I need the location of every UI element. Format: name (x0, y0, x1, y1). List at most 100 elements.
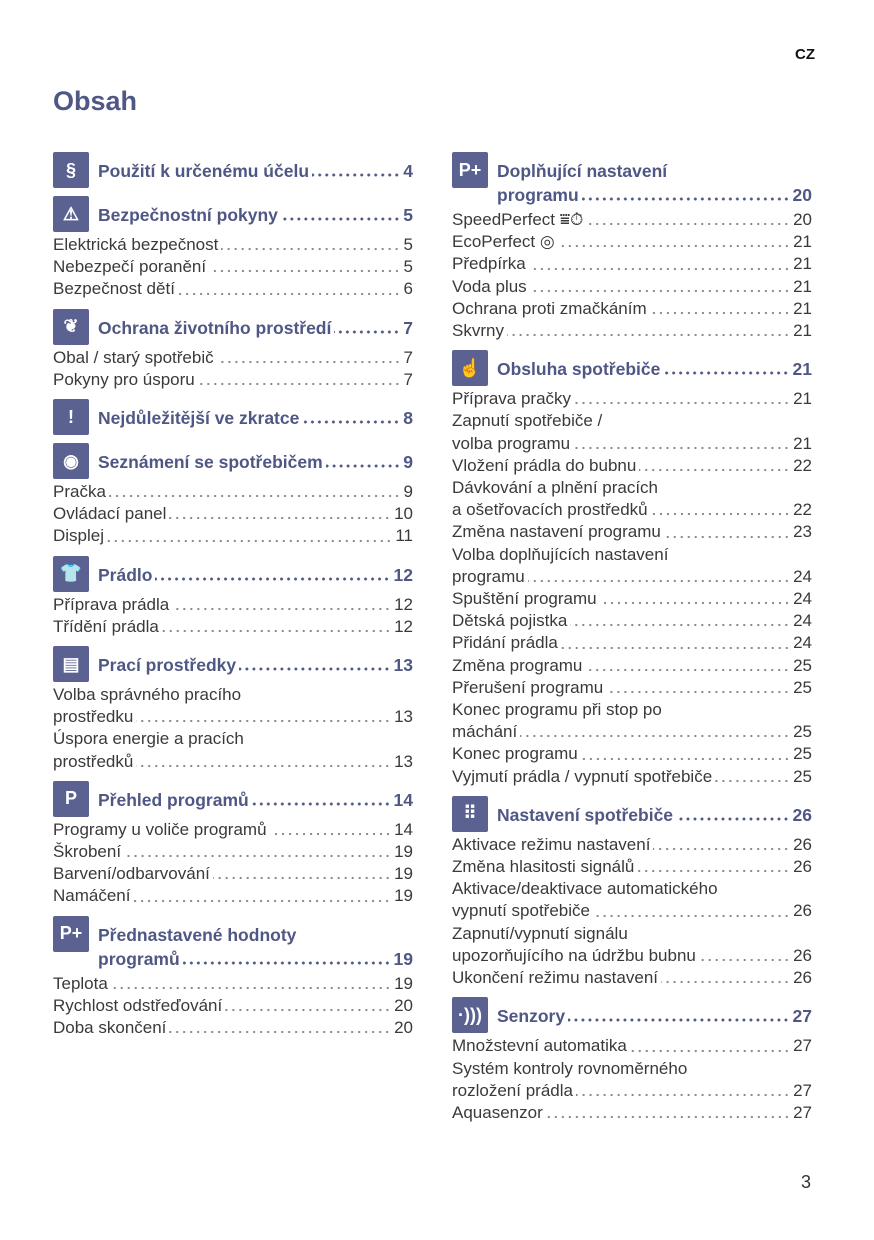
toc-entry[interactable]: Předpírka 21 (452, 253, 812, 275)
section-heading[interactable]: 👕 Prádlo 12 (53, 555, 413, 592)
toc-entry[interactable]: Přerušení programu 25 (452, 677, 812, 699)
toc-entry[interactable]: Konec programu 25 (452, 743, 812, 765)
dot-leader (573, 445, 791, 450)
toc-entry[interactable]: Dávkování a plnění pracích a ošetřovacích… (452, 477, 812, 521)
toc-entry[interactable]: Spuštění programu 24 (452, 588, 812, 610)
section-heading[interactable]: ! Nejdůležitější ve zkratce 8 (53, 399, 413, 436)
section-heading[interactable]: P Přehled programů 14 (53, 780, 413, 817)
entry-label: Přidání prádla (452, 633, 558, 653)
toc-entry[interactable]: Voda plus 21 (452, 276, 812, 298)
toc-entry[interactable]: Úspora energie a pracích prostředků 13 (53, 728, 413, 772)
entry-page: 10 (394, 504, 413, 524)
entry-line: Dávkování a plnění pracích (452, 477, 812, 499)
entry-label: Barvení/odbarvování (53, 864, 210, 884)
toc-entry[interactable]: Systém kontroly rovnoměrného rozložení pr… (452, 1058, 812, 1102)
entry-page: 26 (793, 968, 812, 988)
dot-leader (177, 291, 401, 296)
section-heading[interactable]: ·))) Senzory 27 (452, 997, 812, 1034)
toc-entry[interactable]: Rychlost odstřeďování 20 (53, 995, 413, 1017)
heading-label: Nejdůležitější ve zkratce (98, 408, 300, 429)
entry-page: 7 (403, 369, 413, 389)
entry-line: Konec programu při stop po (452, 699, 812, 721)
toc-entry[interactable]: Programy u voliče programů 14 (53, 819, 413, 841)
toc-entry[interactable]: Namáčení 19 (53, 885, 413, 907)
toc-entry[interactable]: Aquasenzor 27 (452, 1102, 812, 1124)
toc-section: ! Nejdůležitější ve zkratce 8 (53, 399, 413, 436)
toc-entry[interactable]: Množstevní automatika 27 (452, 1035, 812, 1057)
entry-label: Pokyny pro úsporu (53, 369, 195, 389)
toc-entry[interactable]: Bezpečnost dětí 6 (53, 278, 413, 300)
toc-entry[interactable]: Vyjmutí prádla / vypnutí spotřebiče 25 (452, 766, 812, 788)
p-plus-icon: P+ (452, 152, 488, 188)
toc-entry[interactable]: Nebezpečí poranění 5 (53, 256, 413, 278)
toc-entry[interactable]: Změna programu 25 (452, 655, 812, 677)
section-heading[interactable]: ❦ Ochrana životního prostředí 7 (53, 308, 413, 345)
entry-line: Předpírka 21 (452, 253, 812, 275)
toc-section: ▤ Prací prostředky 13 Volba správného prací… (53, 646, 413, 773)
page-number: 3 (801, 1172, 812, 1192)
toc-entry[interactable]: Pokyny pro úsporu 7 (53, 369, 413, 391)
toc-entry[interactable]: Volba správného pracího prostředku 13 (53, 684, 413, 728)
section-heading[interactable]: P+ Přednastavené hodnoty programů 19 (53, 915, 413, 971)
toc-entry[interactable]: Příprava prádla 12 (53, 594, 413, 616)
section-heading[interactable]: ⚠ Bezpečnostní pokyny 5 (53, 196, 413, 232)
toc-entry[interactable]: Aktivace/deaktivace automatického vypnutí… (452, 878, 812, 922)
toc-entry[interactable]: Vložení prádla do bubnu 22 (452, 455, 812, 477)
entry-line: volba programu 21 (452, 433, 812, 455)
dot-leader (663, 371, 790, 376)
toc-entry[interactable]: Zapnutí/vypnutí signálu upozorňujícího na… (452, 923, 812, 967)
entry-line: Volba správného pracího (53, 684, 413, 706)
toc-entry[interactable]: Barvení/odbarvování 19 (53, 863, 413, 885)
toc-section: § Použití k určenému účelu 4 (53, 152, 413, 188)
toc-entry[interactable]: Přidání prádla 24 (452, 632, 812, 654)
toc-entry[interactable]: Ovládací panel 10 (53, 503, 413, 525)
dot-leader (182, 960, 391, 965)
toc-entry[interactable]: Doba skončení 20 (53, 1017, 413, 1039)
section-heading[interactable]: ▤ Prací prostředky 13 (53, 646, 413, 683)
toc-section: ·))) Senzory 27 Množstevní automatika 27 Syst… (452, 997, 812, 1124)
section-heading[interactable]: ⠿ Nastavení spotřebiče 26 (452, 795, 812, 832)
toc-entry[interactable]: Zapnutí spotřebiče / volba programu 21 (452, 410, 812, 454)
toc-entry[interactable]: Konec programu při stop po máchání 25 (452, 699, 812, 743)
toc-entry[interactable]: Ochrana proti zmačkáním 21 (452, 298, 812, 320)
toc-entry[interactable]: Obal / starý spotřebič 7 (53, 347, 413, 369)
toc-entry[interactable]: Příprava pračky 21 (452, 388, 812, 410)
toc-entry[interactable]: Dětská pojistka 24 (452, 610, 812, 632)
toc-entry[interactable]: Aktivace režimu nastavení 26 (452, 834, 812, 856)
toc-entry[interactable]: Elektrická bezpečnost 5 (53, 234, 413, 256)
section-heading[interactable]: ☝ Obsluha spotřebiče 21 (452, 350, 812, 387)
toc-entry[interactable]: Displej 11 (53, 525, 413, 547)
dot-leader (155, 576, 391, 581)
heading-page: 4 (403, 161, 413, 181)
entry-line: Displej 11 (53, 525, 413, 547)
heading-text: Přehled programů 14 (98, 781, 413, 812)
entry-line: Skvrny 21 (452, 320, 812, 342)
entry-line: vypnutí spotřebiče 26 (452, 900, 812, 922)
section-heading[interactable]: P+ Doplňující nastavení programu 20 (452, 152, 812, 207)
section-heading[interactable]: ◉ Seznámení se spotřebičem 9 (53, 443, 413, 480)
entry-line: Programy u voliče programů 14 (53, 819, 413, 841)
entry-label: Rychlost odstřeďování (53, 995, 223, 1015)
entry-page: 9 (403, 482, 413, 502)
toc-entry[interactable]: Změna nastavení programu 23 (452, 521, 812, 543)
toc-entry[interactable]: Teplota 19 (53, 973, 413, 995)
warning-icon: ⚠ (53, 196, 89, 232)
toc-entry[interactable]: Třídění prádla 12 (53, 616, 413, 638)
dot-leader (136, 719, 392, 724)
dot-leader (169, 1030, 392, 1035)
toc-entry[interactable]: Škrobení 19 (53, 841, 413, 863)
dot-leader (334, 329, 401, 334)
toc-entry[interactable]: Změna hlasitosti signálů 26 (452, 856, 812, 878)
dot-leader (161, 629, 392, 634)
section-heading[interactable]: § Použití k určenému účelu 4 (53, 152, 413, 188)
toc-entry[interactable]: SpeedPerfect ⩸⏱ 20 (452, 209, 812, 231)
toc-entry[interactable]: EcoPerfect ◎ 21 (452, 231, 812, 253)
toc-entry[interactable]: Volba doplňujících nastavení programu 24 (452, 544, 812, 588)
entry-line: prostředku 13 (53, 706, 413, 728)
toc-entry[interactable]: Pračka 9 (53, 481, 413, 503)
dot-leader (209, 269, 401, 274)
toc-entry[interactable]: Ukončení režimu nastavení 26 (452, 967, 812, 989)
toc-entry[interactable]: Skvrny 21 (452, 320, 812, 342)
dot-leader (545, 1115, 791, 1120)
entry-label: Spuštění programu (452, 589, 597, 609)
